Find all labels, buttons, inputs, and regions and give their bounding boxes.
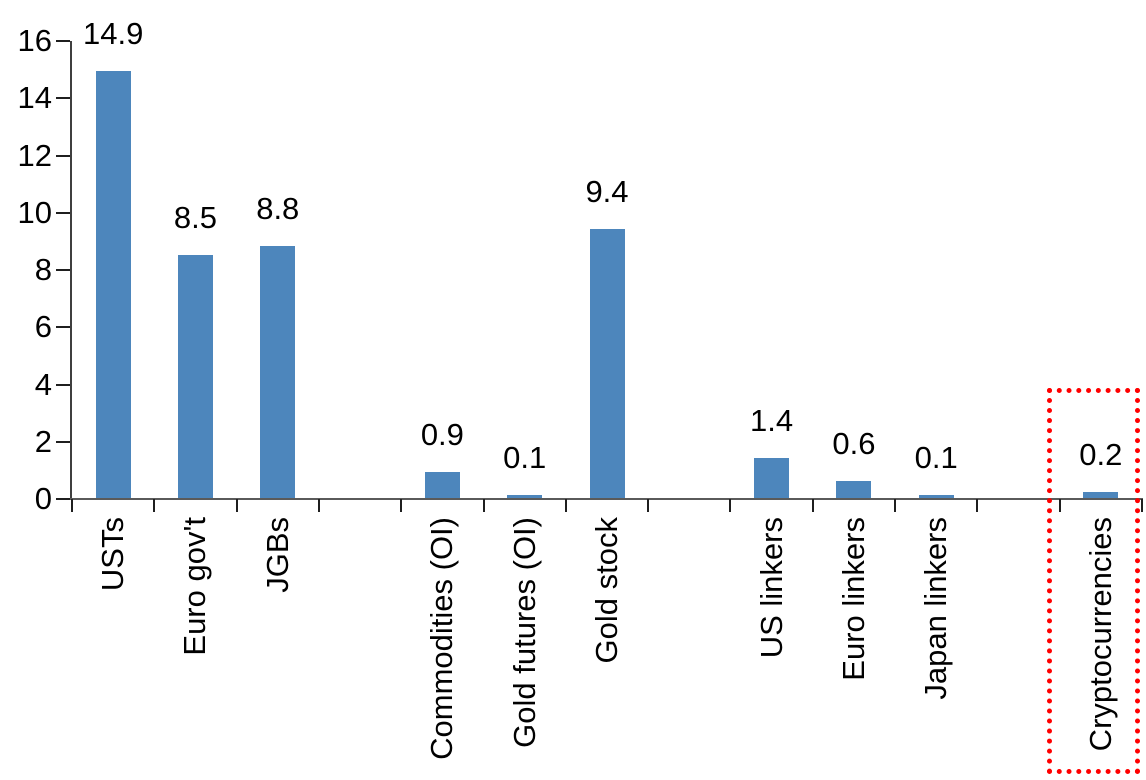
bar-commodities-oi [424,472,460,498]
y-axis-line [70,41,72,500]
x-axis-tick [153,499,156,512]
y-axis-tick-label: 12 [17,137,52,173]
x-axis-tick [400,499,403,512]
x-axis-tick [482,499,485,512]
bar-euro-gov-t [177,254,213,498]
bar-value-label: 1.4 [750,402,794,438]
x-axis-tick [811,499,814,512]
y-axis-tick-label: 6 [34,309,52,345]
x-axis-tick [1141,499,1143,512]
y-axis-tick [56,326,70,329]
x-axis-tick [71,499,73,512]
y-axis-tick-label: 10 [17,194,52,230]
bar-gold-stock [589,228,625,498]
x-axis-category-label: US linkers [753,517,789,659]
x-axis-category-label: Euro linkers [835,517,871,681]
x-axis-tick [564,499,567,512]
bar-value-label: 14.9 [82,16,144,52]
bar-japan-linkers [918,495,954,498]
x-axis-tick [976,499,979,512]
bar-jgbs [260,246,296,498]
y-axis-tick-label: 14 [17,80,52,116]
bar-us-linkers [754,457,790,498]
x-axis-category-label: USTs [95,517,131,592]
x-axis-category-label: Commodities (OI) [424,517,460,760]
bar-value-label: 0.6 [832,425,876,461]
y-axis-tick-label: 16 [17,23,52,58]
y-axis-tick-label: 0 [34,481,52,516]
y-axis-tick [56,40,70,42]
y-axis-tick [56,97,70,100]
y-axis-tick [56,498,70,500]
x-axis-category-label: Japan linkers [918,517,954,700]
bar-value-label: 8.5 [173,199,217,235]
x-axis-category-label: Gold futures (OI) [506,517,542,748]
x-axis-category-label: Gold stock [589,517,624,664]
bar-cryptocurrencies [1083,492,1119,498]
bar-value-label: 0.9 [420,417,464,453]
x-axis-tick [894,499,897,512]
y-axis-tick [56,440,70,443]
bar-value-label: 8.8 [256,191,300,227]
y-axis-tick [56,154,70,157]
x-axis-line [70,498,1143,500]
bar-value-label: 0.1 [914,440,958,476]
x-axis-tick [235,499,238,512]
y-axis-tick-label: 2 [34,423,52,459]
x-axis-category-label: JGBs [259,517,295,593]
y-axis-tick [56,269,70,271]
x-axis-category-label: Euro gov't [177,517,213,656]
x-axis-tick [729,499,732,512]
bar-gold-futures-oi [507,495,543,498]
x-axis-tick [647,499,650,512]
y-axis-tick-label: 8 [34,252,52,287]
highlight-box-cryptocurrencies [1047,388,1140,774]
x-axis-tick [317,499,320,512]
x-axis-tick [1058,499,1061,512]
bar-value-label: 9.4 [585,173,629,209]
bar-value-label: 0.2 [1079,437,1123,473]
bar-euro-linkers [836,480,872,498]
bar-usts [95,71,131,498]
y-axis-tick [56,211,70,214]
y-axis-tick [56,383,70,386]
bar-value-label: 0.1 [503,440,547,476]
y-axis-tick-label: 4 [34,366,52,402]
